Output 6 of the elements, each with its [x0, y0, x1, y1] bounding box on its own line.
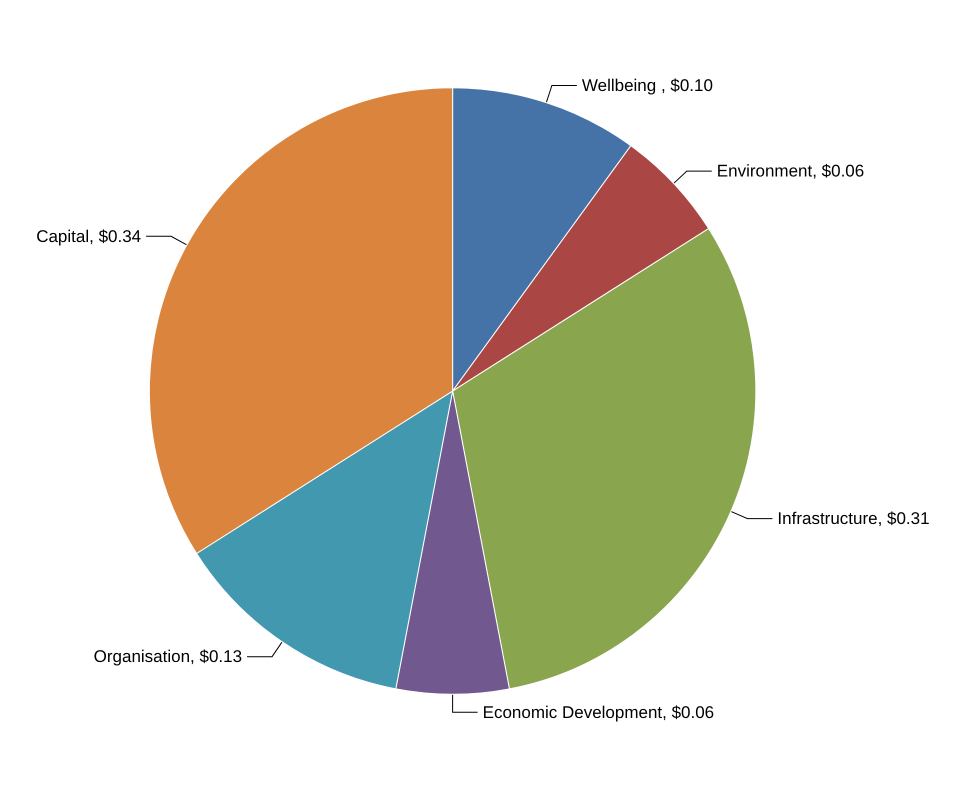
slice-label: Economic Development, $0.06	[482, 702, 714, 722]
slice-label: Capital, $0.34	[36, 226, 142, 246]
slice-label: Organisation, $0.13	[94, 647, 242, 666]
slice-label: Wellbeing , $0.10	[582, 76, 713, 96]
slice-label: Infrastructure, $0.31	[777, 509, 930, 528]
slice-label: Environment, $0.06	[716, 162, 864, 181]
